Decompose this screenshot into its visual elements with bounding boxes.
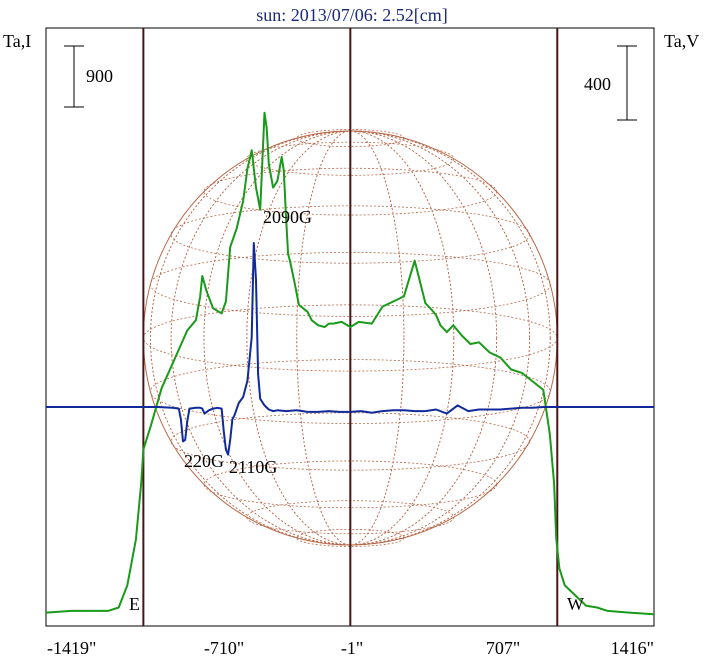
longitude-line bbox=[170, 130, 530, 546]
annotation-2110g: 2110G bbox=[229, 457, 277, 477]
right-axis-label: Ta,V bbox=[664, 31, 699, 51]
x-tick-label: -1" bbox=[341, 638, 363, 658]
left-axis-label: Ta,I bbox=[3, 31, 31, 51]
west-limb-label: W bbox=[567, 594, 584, 614]
annotation-220g: 220G bbox=[184, 451, 224, 471]
latitude-line bbox=[203, 460, 498, 509]
longitude-line bbox=[246, 130, 455, 546]
polarization-scale-bar: 400 bbox=[584, 45, 637, 121]
intensity-scale-bar: 900 bbox=[64, 45, 113, 108]
x-tick-label: 1416" bbox=[611, 638, 654, 658]
x-tick-label: 707" bbox=[486, 638, 520, 658]
polarization-scale-label: 400 bbox=[584, 74, 611, 94]
longitude-line bbox=[203, 130, 498, 546]
series-layer bbox=[45, 111, 655, 616]
chart-title: sun: 2013/07/06: 2.52[cm] bbox=[256, 5, 448, 25]
series-line-polarization bbox=[46, 242, 654, 456]
series-line-intensity bbox=[45, 111, 655, 616]
east-limb-label: E bbox=[129, 594, 140, 614]
latitude-line bbox=[203, 167, 498, 216]
x-tick-label: -1419" bbox=[47, 638, 96, 658]
intensity-scale-label: 900 bbox=[86, 66, 113, 86]
longitude-line bbox=[150, 130, 551, 546]
x-tick-label: -710" bbox=[204, 638, 244, 658]
latitude-line bbox=[296, 528, 405, 547]
latitude-line bbox=[296, 129, 405, 148]
annotation-2090g: 2090G bbox=[263, 207, 312, 227]
